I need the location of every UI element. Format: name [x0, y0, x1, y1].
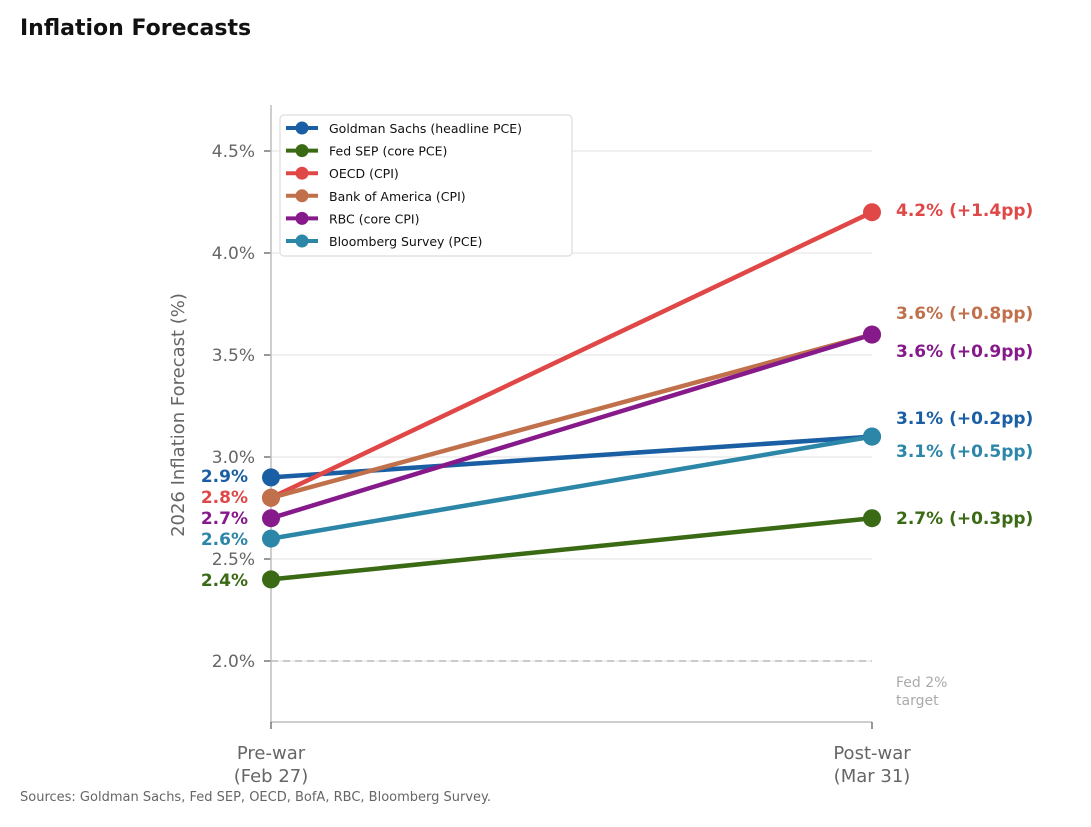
x-tick-label: (Mar 31): [834, 766, 911, 787]
data-point: [863, 427, 881, 446]
legend-label: Goldman Sachs (headline PCE): [329, 121, 522, 136]
y-tick-label: 2.5%: [212, 550, 255, 570]
legend-swatch-marker: [295, 121, 309, 135]
series-line: [268, 209, 875, 501]
series-line: [268, 332, 875, 501]
legend-label: Bank of America (CPI): [329, 189, 466, 204]
legend-swatch-marker: [295, 166, 309, 180]
legend-swatch-marker: [295, 234, 309, 248]
end-value-label: 3.6% (+0.9pp): [896, 342, 1033, 362]
y-axis-label: 2026 Inflation Forecast (%): [168, 293, 189, 537]
reference-line-label: target: [896, 693, 939, 709]
legend-label: Bloomberg Survey (PCE): [329, 234, 482, 249]
page-title: Inflation Forecasts: [20, 16, 252, 41]
series-line: [268, 332, 875, 521]
y-tick-label: 4.0%: [212, 244, 255, 264]
source-note: Sources: Goldman Sachs, Fed SEP, OECD, B…: [20, 790, 492, 805]
legend-swatch-marker: [295, 144, 309, 158]
y-tick-label: 2.0%: [212, 652, 255, 672]
y-tick-label: 3.0%: [212, 448, 255, 468]
data-point: [262, 529, 280, 548]
start-value-label: 2.7%: [201, 509, 248, 529]
start-value-label: 2.4%: [201, 571, 248, 591]
data-point: [262, 468, 280, 487]
start-value-label: 2.6%: [201, 530, 248, 550]
y-tick-label: 4.5%: [212, 142, 255, 162]
end-value-label: 2.7% (+0.3pp): [896, 509, 1033, 529]
series-line: [268, 515, 875, 582]
data-point: [863, 509, 881, 528]
start-value-label: 2.9%: [201, 467, 248, 487]
y-tick-label: 3.5%: [212, 346, 255, 366]
start-value-label: 2.8%: [201, 488, 248, 508]
end-value-label: 3.1% (+0.2pp): [896, 409, 1033, 429]
end-value-label: 3.1% (+0.5pp): [896, 442, 1033, 462]
x-tick-label: Post-war: [833, 743, 911, 764]
legend-swatch-marker: [295, 189, 309, 203]
legend-label: OECD (CPI): [329, 166, 399, 181]
legend-swatch-marker: [295, 211, 309, 225]
data-point: [863, 325, 881, 344]
data-point: [863, 203, 881, 222]
end-value-label: 3.6% (+0.8pp): [896, 304, 1033, 324]
legend-label: Fed SEP (core PCE): [329, 144, 447, 159]
reference-line-label: Fed 2%: [896, 675, 947, 691]
data-point: [262, 509, 280, 528]
data-point: [262, 570, 280, 589]
end-value-label: 4.2% (+1.4pp): [896, 201, 1033, 221]
series-line: [268, 434, 875, 541]
legend-label: RBC (core CPI): [329, 211, 420, 226]
data-point: [262, 488, 280, 507]
x-tick-label: (Feb 27): [234, 766, 309, 787]
legend-box: [279, 114, 573, 257]
x-tick-label: Pre-war: [237, 743, 306, 764]
